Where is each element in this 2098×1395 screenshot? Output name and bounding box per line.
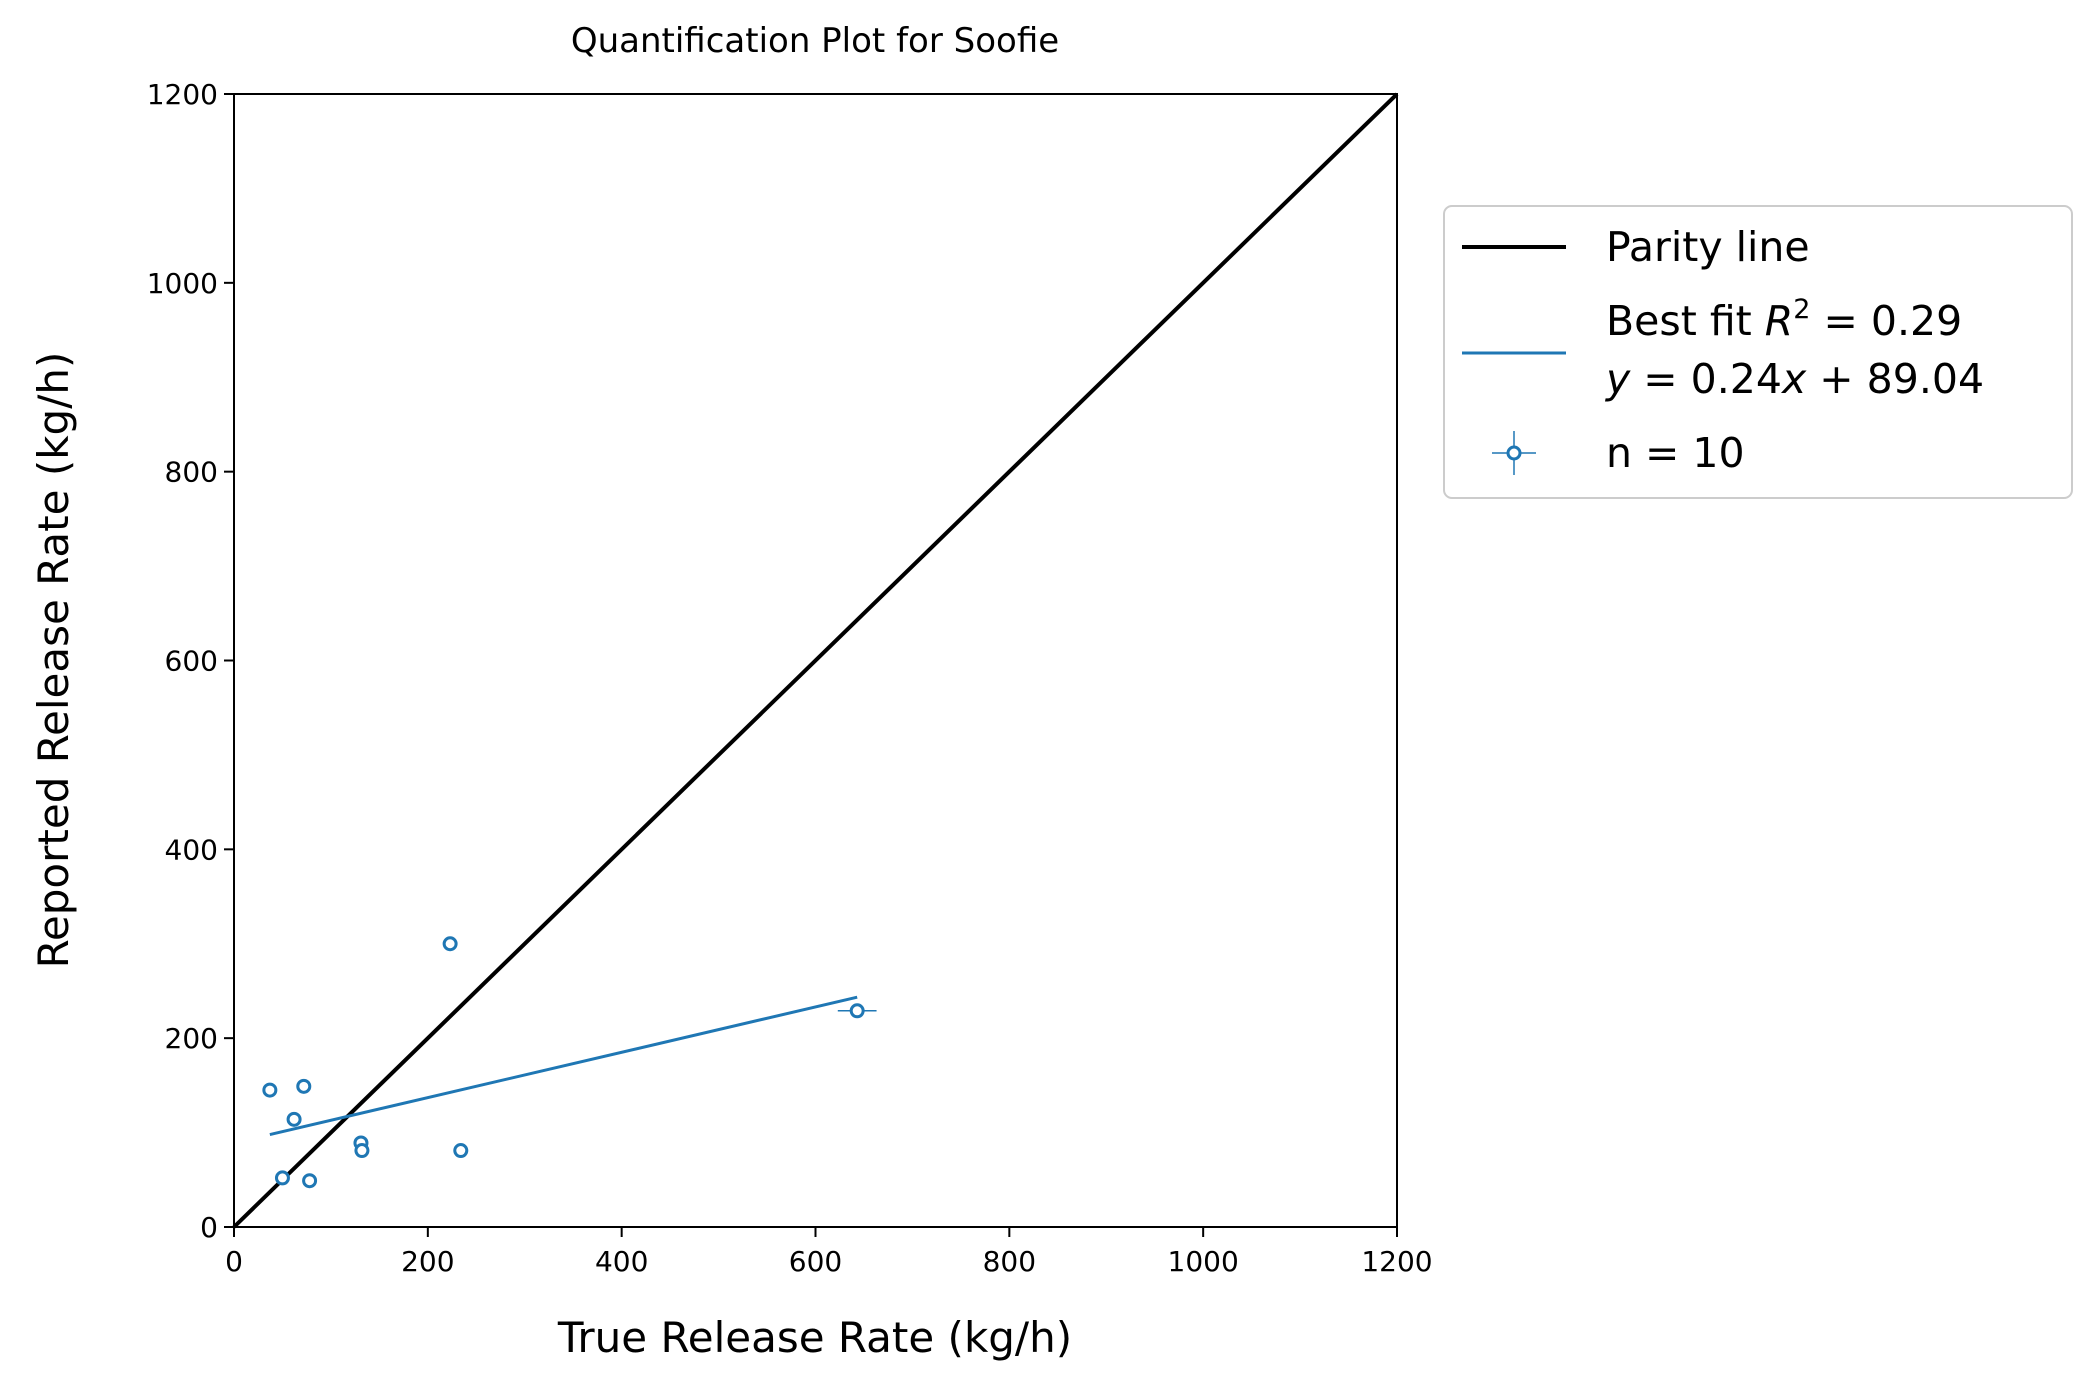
data-point — [354, 1143, 370, 1159]
legend-fit-eq-mid: = 0.24 — [1630, 355, 1782, 403]
legend-fit-eq-y: y — [1604, 355, 1631, 403]
x-tick-label: 1200 — [1361, 1245, 1432, 1278]
legend-points-label: n = 10 — [1606, 429, 1745, 477]
chart-title: Quantification Plot for Soofie — [571, 21, 1059, 61]
best-fit-line — [269, 995, 858, 1137]
y-tick-label: 800 — [165, 456, 218, 489]
legend-fit-r-symbol: R — [1765, 297, 1794, 345]
data-point — [453, 1143, 469, 1159]
chart-marks — [232, 92, 1399, 1229]
x-tick-label: 200 — [401, 1245, 454, 1278]
y-tick-label: 600 — [165, 645, 218, 678]
legend-fit-eq-end: + 89.04 — [1806, 355, 1984, 403]
y-tick-label: 0 — [200, 1211, 218, 1244]
legend-frame — [1443, 205, 2073, 499]
x-axis-ticks: 0 200 400 600 800 1000 1200 — [225, 1227, 1433, 1278]
data-point — [274, 1170, 290, 1186]
legend-fit-r-value: = 0.29 — [1810, 297, 1962, 345]
y-tick-label: 1200 — [147, 78, 218, 111]
x-axis-label: True Release Rate (kg/h) — [557, 1313, 1072, 1362]
data-point — [302, 1173, 318, 1189]
x-tick-label: 1000 — [1168, 1245, 1239, 1278]
x-tick-label: 600 — [789, 1245, 842, 1278]
legend: Parity line Best fit R2 = 0.29 y = 0.24x… — [1443, 205, 2073, 499]
y-axis-label: Reported Release Rate (kg/h) — [29, 352, 78, 969]
y-axis-ticks: 0 200 400 600 800 1000 1200 — [147, 78, 234, 1244]
y-tick-label: 400 — [165, 833, 218, 866]
data-point — [262, 1082, 278, 1098]
y-tick-label: 200 — [165, 1022, 218, 1055]
data-point — [849, 1003, 865, 1019]
x-tick-label: 0 — [225, 1245, 243, 1278]
data-point — [286, 1111, 302, 1127]
legend-fit-r-exp: 2 — [1793, 294, 1810, 325]
legend-fit-prefix: Best fit — [1606, 297, 1765, 345]
legend-parity-label: Parity line — [1606, 223, 1810, 271]
plot-area — [232, 92, 1399, 1229]
data-point — [296, 1078, 312, 1094]
legend-fit-label: Best fit R2 = 0.29 — [1606, 294, 1962, 345]
data-point — [442, 936, 458, 952]
x-tick-label: 800 — [983, 1245, 1036, 1278]
x-tick-label: 400 — [595, 1245, 648, 1278]
legend-points-marker — [1506, 445, 1522, 461]
legend-fit-eq-x: x — [1780, 355, 1807, 403]
parity-line — [232, 92, 1399, 1229]
y-tick-label: 1000 — [147, 267, 218, 300]
legend-fit-equation: y = 0.24x + 89.04 — [1604, 355, 1984, 403]
